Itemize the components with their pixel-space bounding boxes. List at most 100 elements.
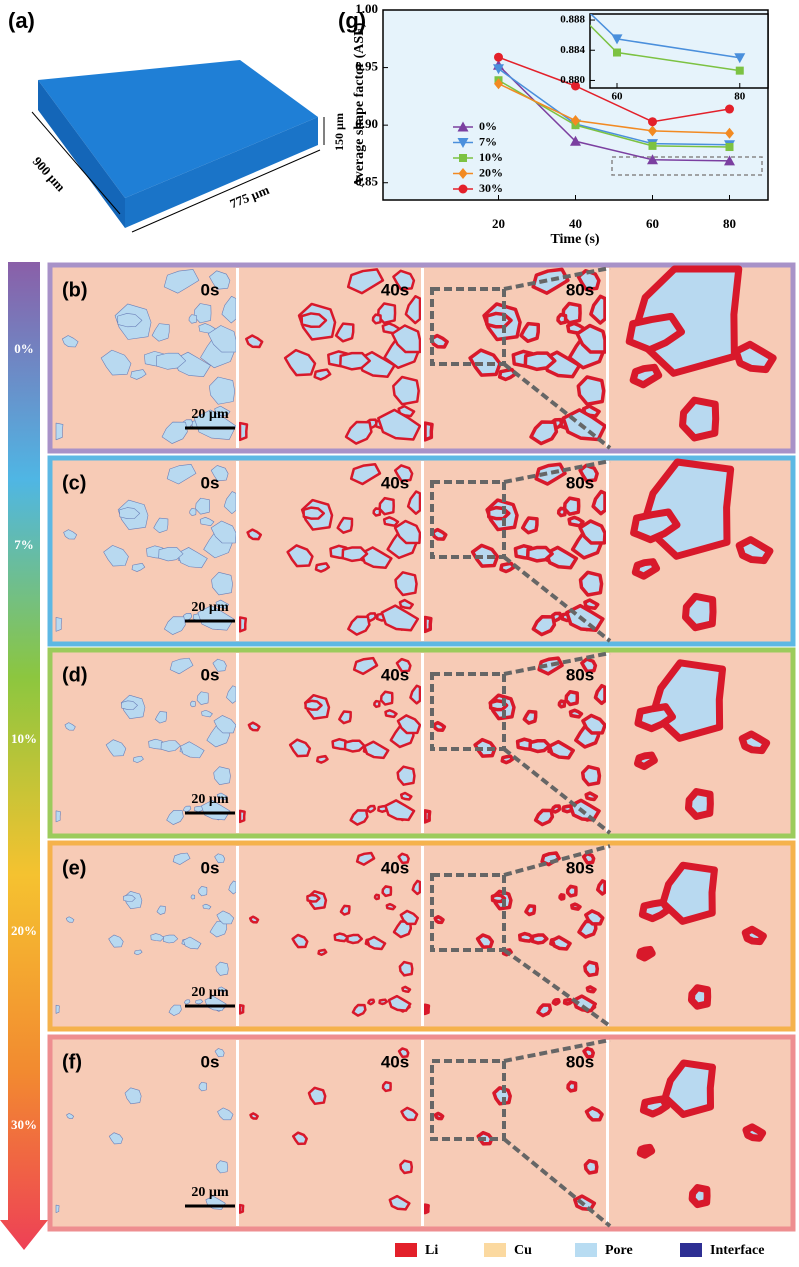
pore bbox=[584, 1106, 604, 1122]
micrograph bbox=[238, 1047, 419, 1214]
pore bbox=[248, 915, 260, 924]
pore bbox=[100, 349, 132, 376]
pore bbox=[399, 909, 420, 926]
pore bbox=[61, 335, 79, 348]
pore bbox=[153, 517, 169, 533]
legend-swatch bbox=[575, 1243, 597, 1257]
pore bbox=[217, 1107, 234, 1121]
pore bbox=[366, 804, 377, 814]
pore bbox=[393, 519, 422, 545]
pore bbox=[288, 738, 312, 758]
pore bbox=[401, 985, 412, 993]
pore bbox=[246, 528, 262, 541]
micrograph bbox=[238, 851, 422, 1017]
pore bbox=[108, 1132, 123, 1145]
y-tick-label: 0.85 bbox=[355, 174, 378, 189]
pore bbox=[211, 572, 233, 596]
pore bbox=[396, 765, 416, 786]
pore bbox=[302, 506, 326, 520]
pore bbox=[363, 740, 390, 760]
pore bbox=[190, 894, 196, 900]
pore bbox=[164, 616, 186, 635]
pore bbox=[198, 1081, 207, 1092]
pore bbox=[576, 269, 601, 292]
legend-label: 30% bbox=[479, 181, 503, 195]
pore bbox=[517, 931, 535, 943]
pore bbox=[155, 352, 187, 370]
micrograph bbox=[55, 657, 237, 825]
pore bbox=[341, 546, 369, 563]
pore bbox=[384, 799, 416, 822]
x-tick-label: 40 bbox=[569, 216, 582, 231]
time-label: 40s bbox=[381, 280, 409, 299]
x-tick-label: 80 bbox=[723, 216, 736, 231]
pore bbox=[397, 852, 410, 865]
legend-swatch bbox=[484, 1243, 506, 1257]
pore bbox=[634, 703, 677, 733]
pore bbox=[735, 536, 774, 565]
pore bbox=[213, 715, 237, 734]
pore bbox=[568, 708, 584, 719]
y-tick-label: 1.00 bbox=[355, 1, 378, 16]
pore bbox=[130, 369, 147, 380]
pore bbox=[307, 1086, 327, 1106]
pore bbox=[742, 1123, 767, 1142]
pore bbox=[201, 709, 213, 718]
legend-swatch bbox=[680, 1243, 702, 1257]
pore bbox=[550, 804, 562, 814]
micrograph bbox=[630, 458, 774, 632]
pore bbox=[393, 464, 414, 483]
zoom-line bbox=[502, 555, 612, 643]
pore bbox=[468, 348, 502, 377]
pore bbox=[684, 788, 714, 820]
pore bbox=[168, 1004, 182, 1016]
pore bbox=[492, 1086, 512, 1106]
pore bbox=[534, 462, 567, 486]
pore bbox=[738, 730, 771, 755]
pore bbox=[183, 936, 202, 950]
pore bbox=[564, 690, 580, 707]
pore bbox=[346, 268, 385, 295]
pore bbox=[117, 313, 143, 328]
pore bbox=[741, 925, 767, 946]
pore bbox=[215, 961, 229, 976]
pore bbox=[423, 421, 434, 442]
pore bbox=[172, 852, 191, 865]
legend-label: Li bbox=[425, 1243, 438, 1258]
pore bbox=[349, 463, 382, 486]
x-tick-label: 60 bbox=[646, 216, 659, 231]
pore bbox=[166, 463, 197, 485]
pore bbox=[566, 1080, 578, 1093]
micrograph bbox=[423, 462, 607, 637]
pore bbox=[556, 506, 567, 518]
pore bbox=[423, 1203, 430, 1215]
colorbar-label: 10% bbox=[11, 731, 37, 746]
pore bbox=[352, 656, 379, 676]
pore bbox=[373, 893, 381, 901]
pore bbox=[433, 914, 445, 925]
pore bbox=[433, 1111, 445, 1121]
time-label: 80s bbox=[566, 280, 594, 299]
pore bbox=[380, 604, 420, 632]
pore bbox=[132, 755, 144, 763]
micrograph bbox=[55, 463, 237, 635]
pore bbox=[105, 739, 127, 757]
pore bbox=[661, 1059, 716, 1118]
pore bbox=[55, 617, 63, 632]
pore bbox=[531, 614, 557, 637]
pore bbox=[223, 491, 237, 514]
pore bbox=[202, 903, 212, 910]
panel-label: (a) bbox=[8, 8, 35, 33]
pore bbox=[210, 465, 229, 482]
pore bbox=[339, 351, 371, 371]
pore bbox=[575, 323, 607, 354]
y-axis-title: Average shape factor (ASF) bbox=[352, 22, 367, 187]
marker bbox=[494, 78, 503, 90]
marker bbox=[613, 48, 622, 57]
micrograph bbox=[636, 861, 767, 1010]
zoom-box bbox=[430, 672, 506, 751]
legend-label: 20% bbox=[479, 165, 503, 179]
pore bbox=[379, 690, 394, 706]
pore bbox=[367, 998, 376, 1006]
time-label: 0s bbox=[201, 1052, 220, 1071]
